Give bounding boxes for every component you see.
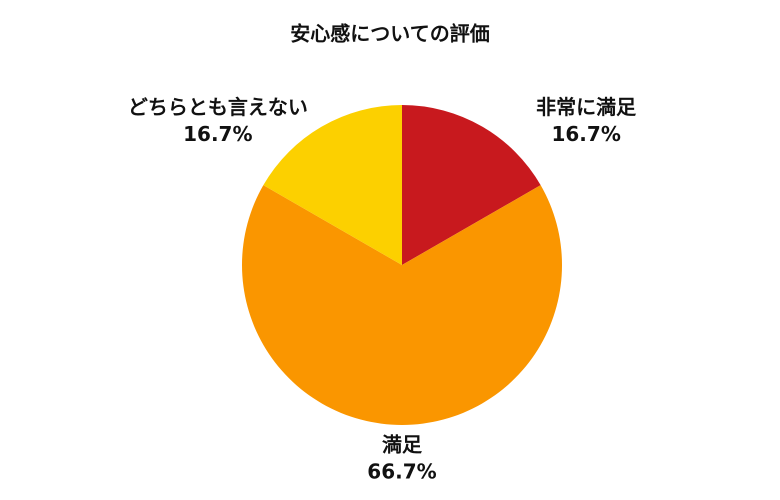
slice-label: どちらとも言えない bbox=[128, 95, 308, 119]
slice-value-label: 16.7% bbox=[551, 122, 620, 146]
pie-slice bbox=[263, 105, 402, 265]
slice-value-label: 16.7% bbox=[183, 122, 252, 146]
slice-value-label: 66.7% bbox=[367, 459, 436, 483]
slice-label: 非常に満足 bbox=[536, 95, 637, 119]
pie-slice bbox=[242, 185, 562, 425]
pie-slice bbox=[402, 105, 541, 265]
slice-label: 満足 bbox=[382, 432, 423, 456]
chart-title: 安心感についての評価 bbox=[290, 22, 489, 46]
